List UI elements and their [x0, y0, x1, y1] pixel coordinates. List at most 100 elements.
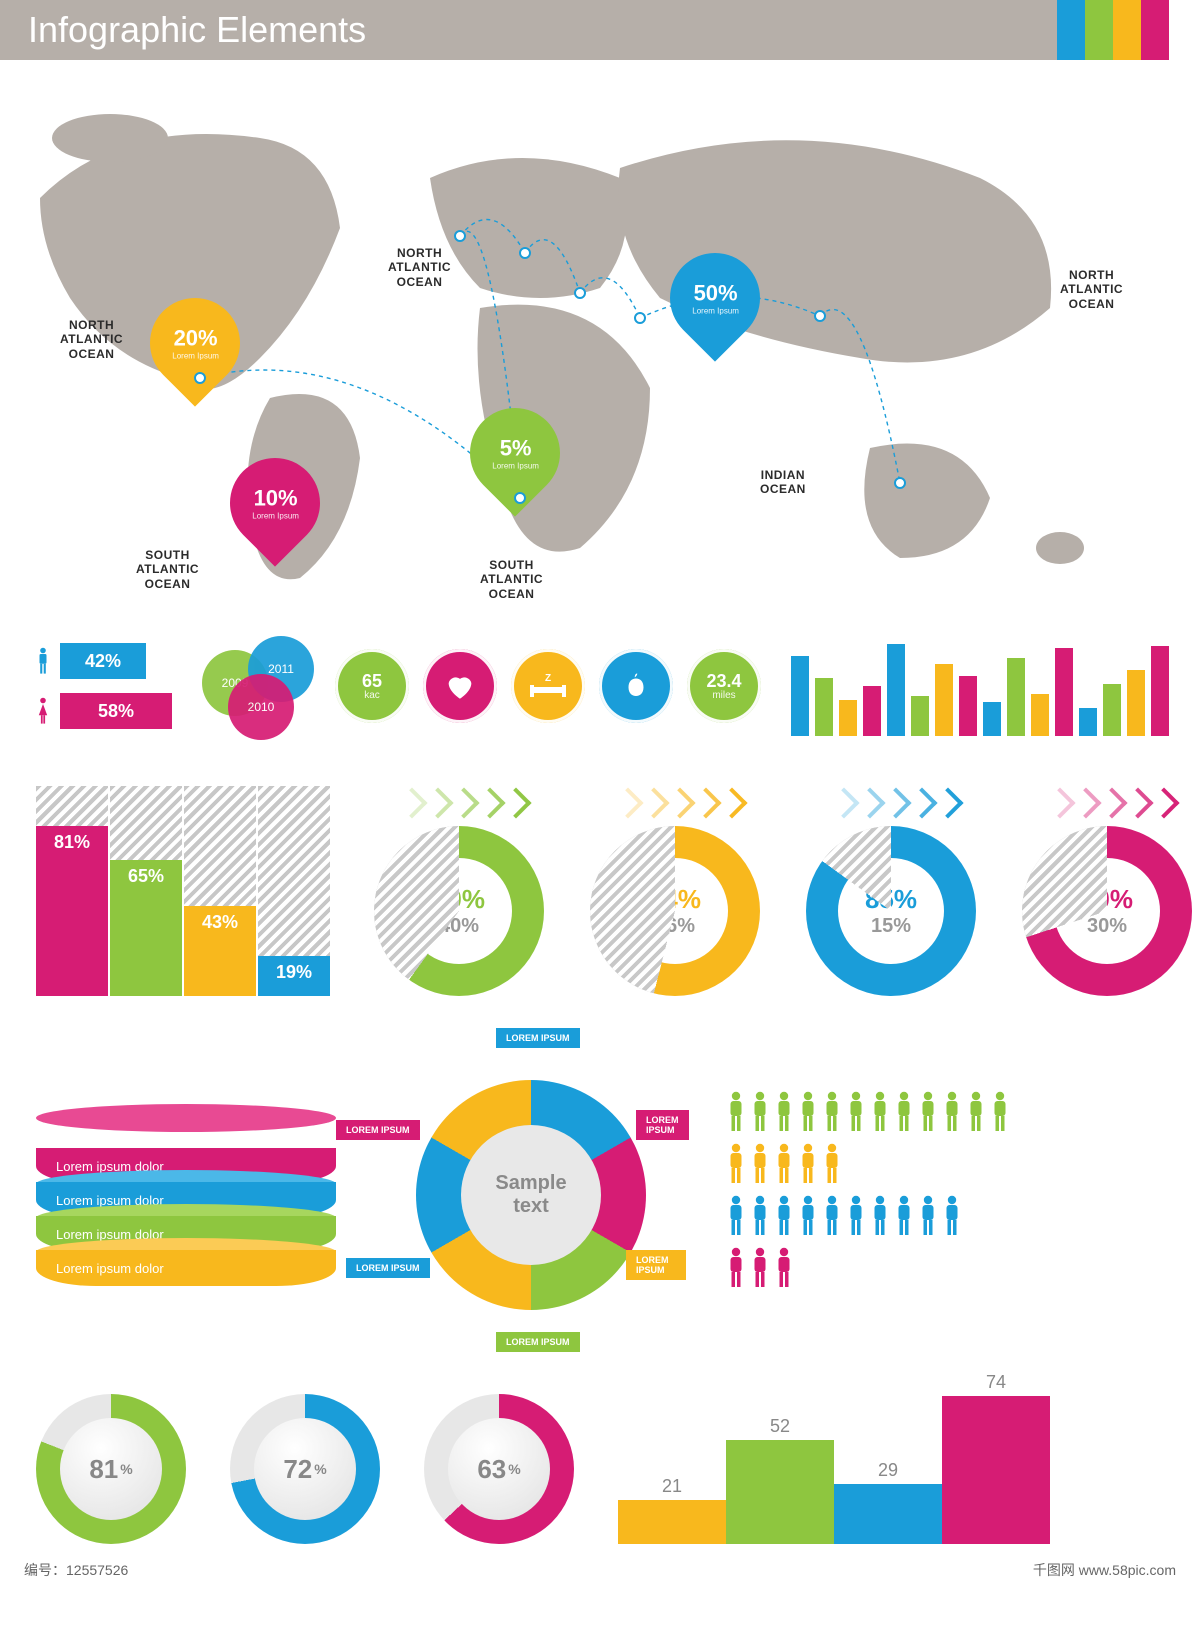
person-icon: [726, 1143, 746, 1185]
person-icon: [750, 1247, 770, 1289]
person-icon: [750, 1143, 770, 1185]
ring-tag: LOREM IPSUM: [626, 1250, 686, 1280]
person-icon: [870, 1091, 890, 1133]
map-node-icon: [514, 492, 526, 504]
person-icon: [846, 1091, 866, 1133]
mini-bar-chart: [791, 636, 1169, 736]
chevron-icon: [590, 792, 770, 814]
donut-chart: 70%30%: [1022, 792, 1200, 996]
person-icon: [726, 1247, 746, 1289]
row-widgets-3: Lorem ipsum dolorLorem ipsum dolorLorem …: [0, 1040, 1169, 1350]
glossy-dial: 63%: [424, 1394, 574, 1544]
mini-bar: [1055, 648, 1073, 736]
female-pct: 58%: [60, 693, 172, 729]
venn-diagram: 200920112010: [202, 636, 305, 736]
apple-icon: [599, 649, 673, 723]
person-icon: [894, 1195, 914, 1237]
person-icon: [870, 1195, 890, 1237]
ring-tag: LOREM IPSUM: [346, 1258, 430, 1278]
male-pct: 42%: [60, 643, 146, 679]
stacked-bar: 65%: [110, 786, 182, 996]
mini-bar: [863, 686, 881, 736]
step-bar: 52: [726, 1440, 834, 1544]
title-bar: Infographic Elements: [0, 0, 1169, 60]
stacked-bar: 81%: [36, 786, 108, 996]
person-icon: [966, 1091, 986, 1133]
swatch: [1085, 0, 1113, 60]
glossy-dials: 81%72%63%: [36, 1394, 574, 1544]
swatch: [1113, 0, 1141, 60]
person-icon: [774, 1195, 794, 1237]
map-node-icon: [574, 287, 586, 299]
person-icon: [798, 1195, 818, 1237]
title-swatches: [1057, 0, 1169, 60]
male-icon: [36, 646, 50, 676]
chevron-icon: [374, 792, 554, 814]
chevron-icon: [1022, 792, 1200, 814]
person-icon: [822, 1143, 842, 1185]
footer: 编号：12557526 千图网 www.58pic.com: [0, 1544, 1200, 1596]
mini-bar: [1031, 694, 1049, 736]
person-icon: [774, 1247, 794, 1289]
swatch: [1057, 0, 1085, 60]
mini-bar: [1127, 670, 1145, 736]
pictogram-row: [726, 1143, 1146, 1185]
mini-bar: [911, 696, 929, 736]
sleep-icon: Z: [511, 649, 585, 723]
person-icon: [822, 1195, 842, 1237]
person-icon: [918, 1195, 938, 1237]
people-pictogram: [726, 1091, 1146, 1299]
donut-chart: 54%46%: [590, 792, 770, 996]
stacked-bar: 43%: [184, 786, 256, 996]
person-icon: [942, 1195, 962, 1237]
mini-bar: [1103, 684, 1121, 736]
world-map: NORTHATLANTICOCEAN NORTHATLANTICOCEAN NORT…: [0, 78, 1169, 608]
page-title: Infographic Elements: [28, 9, 366, 51]
mini-bar: [1079, 708, 1097, 736]
ocean-label: NORTHATLANTICOCEAN: [60, 318, 123, 361]
person-icon: [750, 1195, 770, 1237]
footer-note: 千图网 www.58pic.com: [1033, 1560, 1176, 1580]
icon-circle-set: 65kacZ23.4miles: [335, 649, 761, 723]
ocean-label: INDIANOCEAN: [760, 468, 806, 497]
person-icon: [894, 1091, 914, 1133]
stacked-pct-bars: 81%65%43%19%: [36, 786, 330, 996]
ring-tag: LOREM IPSUM: [336, 1120, 420, 1140]
ocean-label: SOUTHATLANTICOCEAN: [136, 548, 199, 591]
gender-bars: 42% 58%: [36, 643, 172, 729]
glossy-dial: 72%: [230, 1394, 380, 1544]
row-widgets-2: 81%65%43%19% 60%40%54%46%85%15%70%30%: [0, 786, 1169, 996]
ring-center-label: Sampletext: [461, 1125, 601, 1265]
person-icon: [918, 1091, 938, 1133]
donut-set: 60%40%54%46%85%15%70%30%: [374, 792, 1200, 996]
mini-bar: [1007, 658, 1025, 736]
mini-bar: [887, 644, 905, 736]
pictogram-row: [726, 1195, 1146, 1237]
mini-bar: [791, 656, 809, 736]
pictogram-row: [726, 1247, 1146, 1289]
mini-bar: [839, 700, 857, 736]
pictogram-row: [726, 1091, 1146, 1133]
map-node-icon: [454, 230, 466, 242]
donut-chart: 85%15%: [806, 792, 986, 996]
ocean-label: NORTHATLANTICOCEAN: [1060, 268, 1123, 311]
row-widgets-4: 81%72%63% 21522974: [0, 1394, 1169, 1544]
person-icon: [774, 1091, 794, 1133]
stacked-bar: 19%: [258, 786, 330, 996]
metric-circle: 23.4miles: [687, 649, 761, 723]
person-icon: [798, 1091, 818, 1133]
cylinder-stack: Lorem ipsum dolorLorem ipsum dolorLorem …: [36, 1104, 336, 1286]
row-widgets-1: 42% 58% 200920112010 65kacZ23.4miles: [0, 626, 1169, 746]
mini-bar: [1151, 646, 1169, 736]
person-icon: [726, 1091, 746, 1133]
mini-bar: [983, 702, 1001, 736]
step-bar: 29: [834, 1484, 942, 1544]
person-icon: [774, 1143, 794, 1185]
female-icon: [36, 696, 50, 726]
ocean-label: NORTHATLANTICOCEAN: [388, 246, 451, 289]
chevron-icon: [806, 792, 986, 814]
person-icon: [990, 1091, 1010, 1133]
map-node-icon: [519, 247, 531, 259]
ring-tag: LOREM IPSUM: [636, 1110, 689, 1140]
venn-circle: 2010: [228, 674, 294, 740]
